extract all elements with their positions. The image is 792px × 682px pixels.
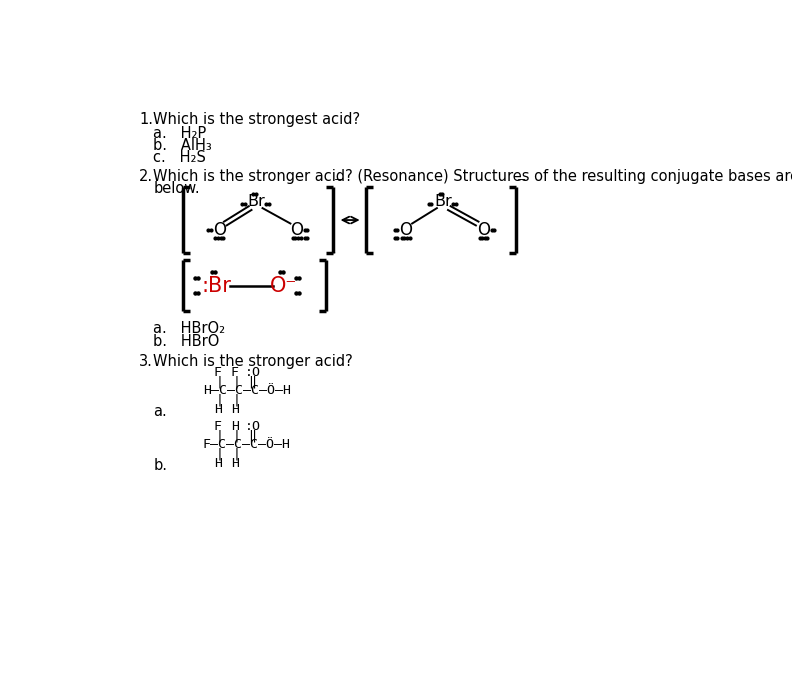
Text: c.   H₂S: c. H₂S xyxy=(153,150,206,165)
Text: |: | xyxy=(232,375,240,388)
Text: 3.: 3. xyxy=(139,354,153,369)
Text: 1.: 1. xyxy=(139,112,154,127)
Text: b.   AlH₃: b. AlH₃ xyxy=(153,138,212,153)
Text: H: H xyxy=(230,420,238,433)
Text: ‖: ‖ xyxy=(248,429,256,442)
Text: |: | xyxy=(215,429,223,442)
Text: |: | xyxy=(232,447,240,460)
Text: F: F xyxy=(214,420,222,433)
Text: H: H xyxy=(230,403,238,416)
Text: H: H xyxy=(214,403,222,416)
Text: Which is the stronger acid?: Which is the stronger acid? xyxy=(153,354,353,369)
Text: H: H xyxy=(230,457,238,470)
Text: −: − xyxy=(327,248,337,258)
Text: :O: :O xyxy=(245,366,261,379)
Text: H: H xyxy=(214,457,222,470)
Text: −: − xyxy=(516,175,526,185)
Text: |: | xyxy=(215,394,223,406)
Text: |: | xyxy=(215,375,223,388)
Text: F: F xyxy=(214,366,222,379)
Text: Which is the strongest acid?: Which is the strongest acid? xyxy=(153,112,360,127)
Text: Br: Br xyxy=(247,194,265,209)
Text: O: O xyxy=(399,222,413,239)
Text: F: F xyxy=(230,366,238,379)
Text: |: | xyxy=(232,394,240,406)
Text: O: O xyxy=(477,222,490,239)
Text: |: | xyxy=(232,429,240,442)
Text: :Br: :Br xyxy=(202,276,232,295)
Text: H–C–C–C–Ö–H: H–C–C–C–Ö–H xyxy=(203,385,291,398)
Text: a.   H₂P: a. H₂P xyxy=(153,125,207,140)
Text: 2.: 2. xyxy=(139,169,154,184)
Text: O: O xyxy=(212,222,226,239)
Text: :O: :O xyxy=(245,420,261,433)
Text: b.: b. xyxy=(153,458,167,473)
Text: a.: a. xyxy=(153,404,167,419)
Text: O⁻: O⁻ xyxy=(270,276,297,295)
Text: O: O xyxy=(290,222,303,239)
Text: Br: Br xyxy=(434,194,452,209)
Text: b.   HBrO: b. HBrO xyxy=(153,333,219,349)
Text: below.: below. xyxy=(153,181,200,196)
Text: Which is the stronger acid? (Resonance) Structures of the resulting conjugate ba: Which is the stronger acid? (Resonance) … xyxy=(153,169,792,184)
Text: F–C–C–C–Ö–H: F–C–C–C–Ö–H xyxy=(203,439,291,451)
Text: |: | xyxy=(215,447,223,460)
Text: a.   HBrO₂: a. HBrO₂ xyxy=(153,321,226,336)
Text: −: − xyxy=(333,175,343,185)
Text: ‖: ‖ xyxy=(248,375,256,388)
